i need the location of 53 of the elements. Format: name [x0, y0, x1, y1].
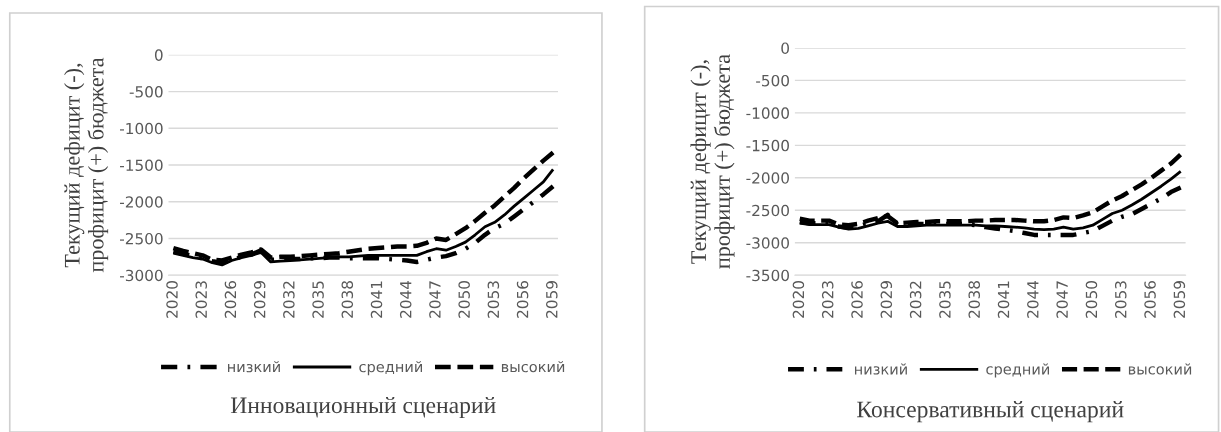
- legend-label: высокий: [1128, 363, 1192, 375]
- x-tick-label: 2020: [792, 281, 805, 318]
- x-tick-label: 2053: [1114, 281, 1127, 318]
- x-tick-label: 2059: [1173, 281, 1186, 318]
- x-tick-label: 2044: [399, 280, 412, 318]
- y-tick-label: -2500: [119, 232, 163, 245]
- x-tick-label: 2020: [166, 281, 178, 318]
- legend-label: низкий: [854, 363, 907, 375]
- legend-label: средний: [986, 363, 1049, 378]
- legend-label: высокий: [501, 361, 565, 373]
- x-tick-label: 2041: [997, 281, 1010, 318]
- y-tick-label: -3000: [746, 237, 789, 249]
- x-tick-label: 2029: [880, 281, 893, 318]
- x-tick-label: 2032: [283, 281, 295, 318]
- y-axis-title: Текущий дефицит (-), профицит (+) бюджета: [64, 57, 109, 273]
- legend-label: низкий: [228, 361, 280, 373]
- x-tick-label: 2056: [516, 281, 529, 318]
- x-tick-label: 2026: [851, 281, 863, 318]
- x-tick-label: 2029: [253, 281, 266, 318]
- y-tick-label: -3000: [119, 269, 163, 282]
- x-tick-label: 2026: [224, 281, 237, 318]
- y-tick-label: -1500: [746, 139, 789, 152]
- x-tick-label: 2047: [429, 281, 441, 318]
- x-tick-label: 2050: [1085, 281, 1098, 318]
- y-tick-label: -500: [756, 74, 789, 87]
- y-tick-label: -1000: [119, 122, 163, 135]
- x-tick-label: 2041: [370, 281, 383, 318]
- x-tick-label: 2038: [341, 281, 354, 318]
- y-tick-label: -3500: [746, 269, 789, 282]
- y-tick-label: -1000: [746, 107, 789, 119]
- x-tick-label: 2047: [1056, 281, 1068, 318]
- y-tick-label: 0: [154, 49, 163, 61]
- text: Консервативный сценарий: [857, 401, 1124, 423]
- x-tick-label: 2023: [821, 281, 834, 318]
- x-tick-label: 2035: [312, 281, 324, 318]
- legend-label: средний: [359, 361, 422, 376]
- y-tick-label: -500: [129, 86, 163, 98]
- x-tick-label: 2023: [195, 281, 208, 318]
- y-tick-label: -2500: [746, 204, 789, 217]
- x-tick-label: 2035: [939, 281, 951, 318]
- x-tick-label: 2038: [968, 281, 981, 318]
- x-tick-label: 2032: [909, 281, 922, 318]
- y-tick-label: -2000: [746, 172, 789, 184]
- x-tick-label: 2059: [546, 281, 558, 318]
- x-tick-label: 2050: [458, 281, 470, 318]
- y-tick-label: -2000: [119, 196, 163, 208]
- y-axis-title: Текущий дефицит (-), профицит (+) бюджета: [690, 54, 735, 269]
- x-tick-label: 2056: [1144, 281, 1156, 318]
- y-tick-label: -1500: [119, 159, 163, 172]
- text: Инновационный сценарий: [230, 396, 496, 419]
- x-tick-label: 2053: [487, 281, 500, 318]
- y-tick-label: 0: [781, 42, 789, 54]
- x-tick-label: 2044: [1027, 280, 1039, 318]
